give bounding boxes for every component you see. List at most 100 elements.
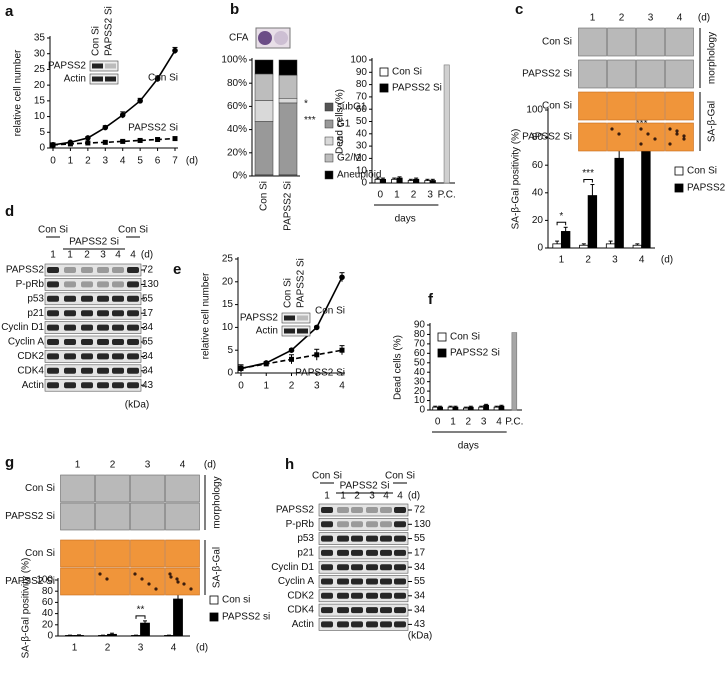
micrograph <box>165 567 200 596</box>
blot-band <box>394 549 406 556</box>
blot-band <box>97 382 109 389</box>
blot-band <box>394 535 406 542</box>
blot-band <box>351 592 363 599</box>
x-tick-label: 4 <box>171 643 177 654</box>
data-point <box>313 324 320 331</box>
day-unit: (d) <box>698 13 710 24</box>
kda-label: 130 <box>414 519 431 530</box>
x-tick-label: 2 <box>411 190 417 201</box>
bar <box>614 157 624 249</box>
blot-band <box>366 592 378 599</box>
panel-label: g <box>5 454 14 471</box>
legend-label: Con Si <box>392 67 422 78</box>
bar <box>429 180 436 184</box>
inset-header: PAPSS2 Si <box>104 6 115 56</box>
blot-band <box>127 339 139 345</box>
x-tick-label: 3 <box>612 255 618 266</box>
blot-band <box>321 607 333 614</box>
annotation: *** <box>304 115 316 126</box>
stained-cell <box>168 572 172 576</box>
bar <box>396 177 403 184</box>
kda-label: 34 <box>142 351 154 362</box>
blot-band <box>297 315 308 321</box>
stained-cell <box>682 137 686 141</box>
data-point <box>120 138 126 144</box>
data-point <box>263 361 269 367</box>
blot-band <box>321 621 333 628</box>
micrograph <box>578 91 607 121</box>
y-tick-label: 0 <box>419 405 425 416</box>
lane-label: 4 <box>383 491 389 502</box>
data-point <box>137 98 143 104</box>
stained-cell <box>140 577 144 581</box>
blot-band <box>127 310 139 317</box>
x-unit: (d) <box>661 255 673 266</box>
bar <box>641 139 651 249</box>
y-tick-label: 20 <box>34 80 46 91</box>
group-label: morphology <box>707 32 718 84</box>
blot-band <box>81 339 93 345</box>
legend-label: Con Si <box>687 166 717 177</box>
blot-band <box>321 507 333 513</box>
blot-band <box>394 578 406 585</box>
y-tick-label: 70 <box>356 92 368 103</box>
y-tick-label: 100 <box>350 55 367 66</box>
row-label: PAPSS2 Si <box>5 576 55 587</box>
blot-band <box>366 607 378 614</box>
micrograph <box>665 59 694 89</box>
kda-label: 17 <box>142 308 154 319</box>
kda-unit: (kDa) <box>125 400 149 411</box>
bar <box>587 195 598 249</box>
micrograph <box>130 539 165 568</box>
day-label: 2 <box>110 460 116 471</box>
blot-band <box>64 281 76 288</box>
y-tick-label: 30 <box>356 141 368 152</box>
panel-label: c <box>515 1 523 18</box>
y-tick-label: 60% <box>227 101 247 112</box>
bar <box>107 633 117 637</box>
protein-label: P-pRb <box>16 279 45 290</box>
bar <box>560 231 571 249</box>
kda-label: 34 <box>414 605 426 616</box>
blot-band <box>366 521 378 528</box>
row-label: Con Si <box>542 101 572 112</box>
bar-segment <box>278 102 298 176</box>
legend-label: PAPSS2 Si <box>450 348 500 359</box>
bar-segment <box>254 100 274 122</box>
lane-unit: (d) <box>408 491 420 502</box>
x-tick-label: 3 <box>138 643 144 654</box>
micrograph <box>607 59 636 89</box>
micrograph <box>578 122 607 152</box>
x-tick-label: 1 <box>394 190 400 201</box>
protein-label: Cyclin D1 <box>1 322 44 333</box>
bar <box>579 244 589 249</box>
legend-label: subG1 <box>337 102 367 113</box>
lane-label: 4 <box>115 250 121 261</box>
blot-band <box>351 607 363 614</box>
blot-band <box>97 339 109 345</box>
y-tick-label: 30 <box>414 376 426 387</box>
x-tick-label: 2 <box>585 255 591 266</box>
blot-band <box>380 621 392 628</box>
bar <box>432 406 439 411</box>
significance-label: ** <box>137 605 145 616</box>
blot-band <box>127 324 139 331</box>
legend-label: PAPSS2 Si <box>392 83 442 94</box>
x-tick-label: 1 <box>559 255 565 266</box>
legend-swatch <box>209 612 219 622</box>
x-axis-label: days <box>395 214 416 225</box>
blot-band <box>366 549 378 556</box>
y-axis-label: SA-β-Gal positivity (%) <box>511 129 522 230</box>
y-tick-label: 20 <box>222 276 234 287</box>
y-tick-label: 20 <box>42 619 54 630</box>
kda-label: 55 <box>142 337 154 348</box>
blot-band <box>337 578 349 585</box>
blot-band <box>394 592 406 599</box>
series-label: PAPSS2 Si <box>128 123 178 134</box>
micrograph <box>95 502 130 531</box>
kda-label: 17 <box>414 548 426 559</box>
blot-band <box>394 507 406 513</box>
kda-label: 43 <box>142 380 154 391</box>
y-tick-label: 5 <box>227 345 233 356</box>
